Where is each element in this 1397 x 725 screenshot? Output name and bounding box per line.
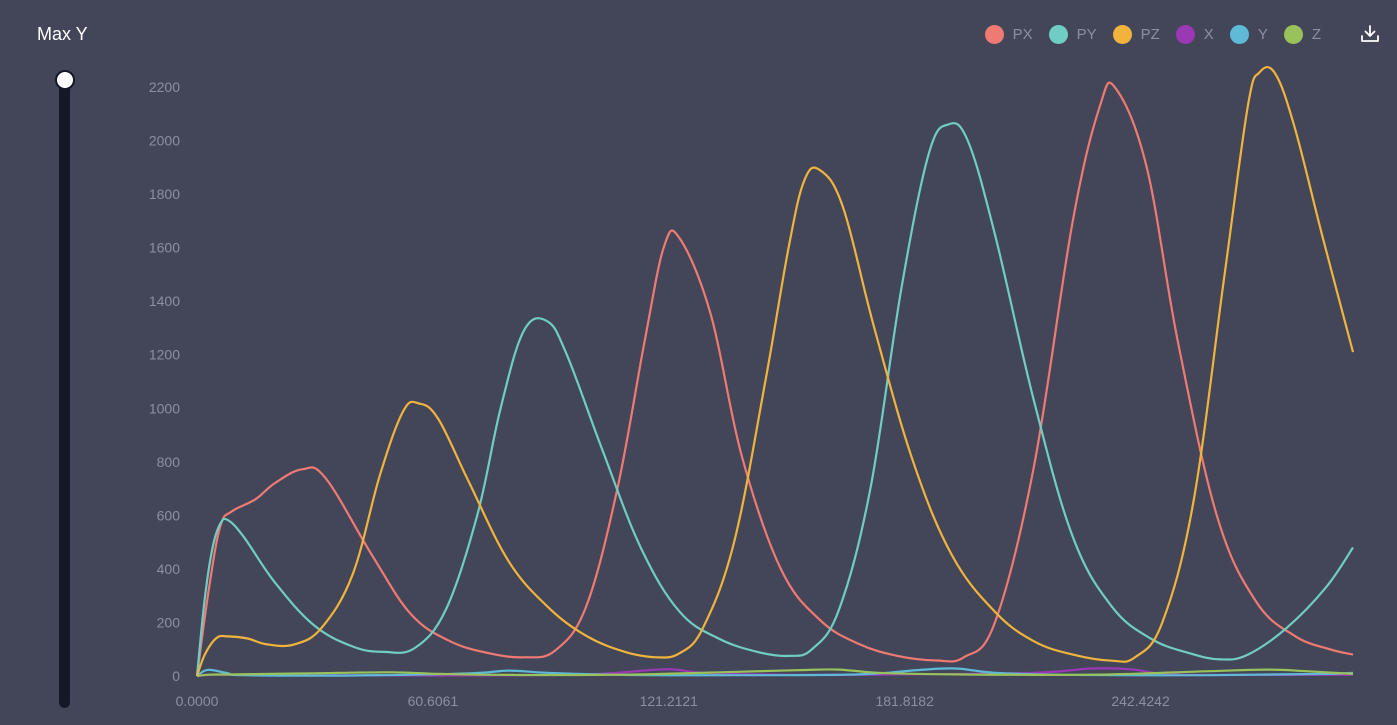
legend-label: PY: [1076, 26, 1097, 43]
y-tick-label: 400: [157, 561, 181, 577]
y-tick-label: 0: [172, 668, 180, 684]
legend-label: Z: [1311, 26, 1321, 43]
legend-swatch: [1112, 25, 1132, 44]
y-tick-label: 1400: [149, 293, 180, 309]
y-tick-label: 200: [157, 614, 181, 630]
series-line-px: [195, 81, 1354, 677]
legend-swatch: [984, 25, 1004, 44]
legend-item-y[interactable]: Y: [1229, 25, 1268, 44]
legend-swatch: [1283, 25, 1303, 44]
series-line-py: [195, 122, 1354, 677]
legend-label: PZ: [1140, 26, 1160, 43]
legend-swatch: [1048, 25, 1068, 44]
x-tick-label: 60.6061: [408, 693, 459, 709]
legend-item-z[interactable]: Z: [1283, 25, 1321, 44]
x-tick-label: 0.0000: [176, 693, 219, 709]
x-tick-label: 181.8182: [875, 693, 934, 709]
legend-item-pz[interactable]: PZ: [1112, 25, 1160, 44]
legend-swatch: [1229, 25, 1249, 44]
legend-item-x[interactable]: X: [1175, 25, 1214, 44]
chart-legend: PX PY PZ X Y Z: [984, 25, 1321, 44]
legend-item-py[interactable]: PY: [1048, 25, 1097, 44]
legend-label: X: [1203, 26, 1214, 43]
y-tick-label: 1600: [149, 240, 180, 256]
legend-label: PX: [1012, 26, 1033, 43]
download-icon: [1361, 25, 1379, 42]
y-tick-label: 1000: [149, 400, 180, 416]
y-tick-label: 1200: [149, 347, 180, 363]
slider-thumb[interactable]: [55, 70, 75, 90]
slider-track[interactable]: [59, 74, 70, 708]
series-line-pz: [195, 65, 1355, 677]
legend-item-px[interactable]: PX: [984, 25, 1033, 44]
y-tick-label: 600: [157, 507, 181, 523]
y-tick-label: 1800: [149, 186, 180, 202]
y-tick-label: 2000: [149, 133, 180, 149]
slider-title: Max Y: [37, 24, 88, 44]
y-tick-label: 800: [157, 454, 181, 470]
legend-swatch: [1175, 25, 1195, 44]
y-tick-label: 2200: [149, 79, 180, 95]
x-tick-label: 121.2121: [640, 693, 699, 709]
series-line-z: [196, 668, 1354, 678]
download-button[interactable]: [1359, 23, 1381, 45]
legend-label: Y: [1257, 26, 1268, 43]
x-tick-label: 242.4242: [1111, 693, 1170, 709]
